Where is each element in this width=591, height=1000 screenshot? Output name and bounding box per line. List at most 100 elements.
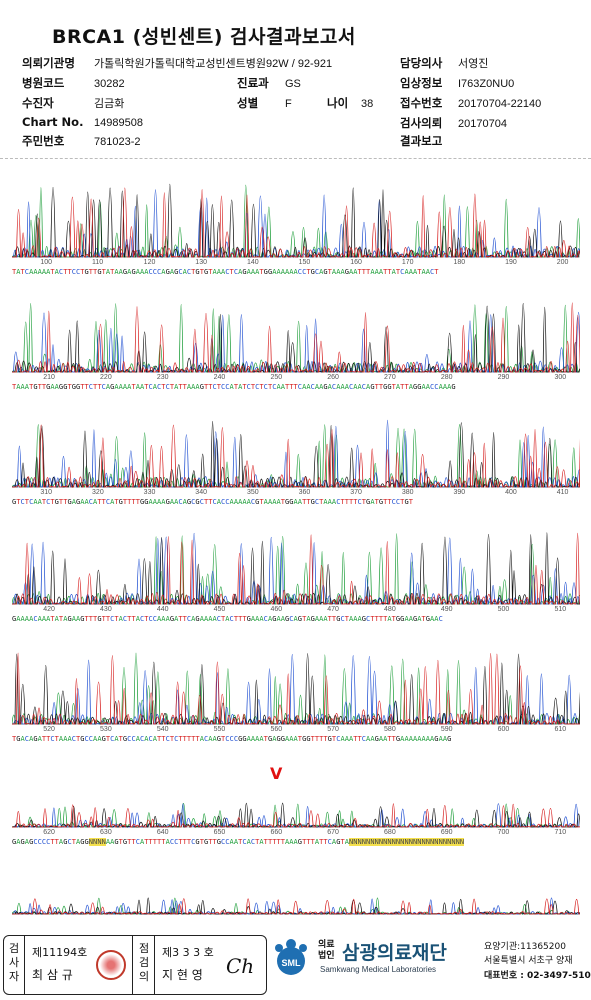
- request-row: 검사의뢰 20170704: [400, 115, 507, 131]
- position-tick: 430: [100, 606, 112, 613]
- trace-g: [12, 802, 580, 828]
- position-tick: 410: [556, 489, 569, 496]
- position-ticks: 310 320 330 340 350 360 370 380 390 400 410: [12, 489, 580, 498]
- trace-a: [12, 184, 580, 258]
- chart-row: Chart No. 14989508: [22, 115, 143, 129]
- position-tick: 170: [401, 259, 414, 266]
- trace-t: [12, 652, 580, 725]
- position-tick: 680: [384, 829, 396, 836]
- reviewer-no: 제3 3 3 호: [162, 946, 214, 959]
- variant-mark: V: [270, 764, 283, 783]
- hospital-code-label: 병원코드: [22, 76, 65, 90]
- institution-value: 가톨릭학원가톨릭대학교성빈센트병원92W / 92-921: [94, 58, 333, 70]
- position-tick: 540: [156, 726, 169, 733]
- position-tick: 330: [143, 489, 156, 496]
- position-tick: 700: [497, 829, 510, 836]
- position-tick: 230: [156, 374, 169, 381]
- reviewer-label: 점검의: [138, 942, 150, 983]
- chromatogram-panel: 100 110 120 130 140 150 160 170 180 190 200 TATCAAA…: [12, 165, 580, 280]
- base-sequence: GTCTCAATCTGTTGAGAACATTCATGTTTTGGAAAAGAAC…: [12, 498, 413, 506]
- clinical-label: 임상정보: [400, 76, 443, 90]
- receipt-value: 20170704-22140: [458, 98, 542, 110]
- position-tick: 180: [453, 259, 466, 266]
- position-tick: 530: [100, 726, 112, 733]
- position-tick: 110: [92, 259, 104, 266]
- position-tick: 510: [554, 606, 567, 613]
- base-sequence: TAAATGTTGAAGGTGGTTCTTCAGAAAATAATCACTCTAT…: [12, 383, 456, 391]
- trace-plot: [12, 652, 580, 725]
- tester-name: 최 삼 규: [32, 968, 73, 982]
- position-tick: 470: [327, 606, 339, 613]
- sml-logo-icon: SML: [275, 939, 307, 975]
- position-tick: 420: [43, 606, 55, 613]
- org-name: 삼광의료재단: [342, 942, 447, 964]
- base-sequence: GAGAGCCCCTTAGCTAGGNNNNAAGTGTTCATTTTTACCT…: [12, 838, 465, 846]
- tester-no: 제11194호: [32, 946, 88, 959]
- trace-t: [12, 532, 580, 605]
- institution-row: 의뢰기관명 가톨릭학원가톨릭대학교성빈센트병원92W / 92-921: [22, 55, 332, 71]
- clinical-row: 임상정보 I763Z0NU0: [400, 75, 514, 91]
- trace-g: [12, 183, 580, 258]
- request-value: 20170704: [458, 118, 507, 130]
- position-tick: 690: [440, 829, 453, 836]
- reviewer-name: 지 현 영: [162, 968, 203, 982]
- signature-box: 검사자 제11194호 최 삼 규 점검의 제3 3 3 호 지 현 영 Ch: [3, 935, 267, 995]
- position-tick: 490: [440, 606, 453, 613]
- clinical-value: I763Z0NU0: [458, 78, 515, 90]
- position-tick: 390: [453, 489, 466, 496]
- divider: [24, 936, 25, 994]
- rrn-row: 주민번호 781023-2: [22, 133, 141, 149]
- chart-value: 14989508: [94, 117, 143, 129]
- logo-text: SML: [282, 958, 302, 968]
- position-tick: 480: [384, 606, 396, 613]
- divider: [132, 936, 133, 994]
- base-sequence: TGACAGATTCTAAACTGCCAAGTCATGCCACACATTCTCT…: [12, 735, 452, 743]
- org-license: 요양기관:11365200: [484, 942, 566, 952]
- position-ticks: 520 530 540 550 560 570 580 590 600 610: [12, 726, 580, 735]
- position-tick: 600: [497, 726, 510, 733]
- position-tick: 150: [298, 259, 311, 266]
- rrn-label: 주민번호: [22, 134, 65, 148]
- department-label: 진료과: [237, 76, 269, 90]
- position-tick: 400: [505, 489, 517, 496]
- position-tick: 270: [384, 374, 396, 381]
- position-tick: 100: [40, 259, 53, 266]
- trace-t: [12, 424, 580, 488]
- position-tick: 340: [195, 489, 207, 496]
- base-sequence: TATCAAAAATACTTCCTGTTGTATAAGAGAAACCCAGAGC…: [12, 268, 439, 276]
- position-tick: 220: [100, 374, 112, 381]
- result-row: 결과보고: [400, 133, 458, 149]
- position-tick: 560: [270, 726, 283, 733]
- org-english-name: Samkwang Medical Laboratories: [320, 965, 437, 974]
- divider: [154, 936, 155, 994]
- chromatogram-panel: [12, 855, 580, 920]
- chromatogram-panel: 420 430 440 450 460 470 480 490 500 510 GAAAACAAAT…: [12, 515, 580, 627]
- sex-label: 성별: [237, 96, 259, 110]
- position-ticks: 210 220 230 240 250 260 270 280 290 300: [12, 374, 580, 383]
- signature: Ch: [226, 954, 255, 978]
- position-tick: 620: [43, 829, 55, 836]
- position-tick: 580: [384, 726, 396, 733]
- position-tick: 500: [497, 606, 510, 613]
- trace-plot: [12, 302, 580, 373]
- patient-label: 수진자: [22, 96, 54, 110]
- age-row: 나이 38: [327, 95, 373, 111]
- position-tick: 130: [195, 259, 207, 266]
- chromatogram-panel: 520 530 540 550 560 570 580 590 600 610 TGACAGATTC…: [12, 635, 580, 747]
- trace-plot: [12, 419, 580, 488]
- hospital-code-value: 30282: [94, 78, 125, 90]
- tester-label: 검사자: [8, 942, 20, 983]
- chromatogram-panel: 620 630 640 650 660 670 680 690 700 710 GAGAGCCCCT…: [12, 752, 580, 850]
- receipt-row: 접수번호 20170704-22140: [400, 95, 541, 111]
- institution-label: 의뢰기관명: [22, 56, 75, 70]
- rrn-value: 781023-2: [94, 136, 141, 148]
- sex-value: F: [285, 98, 292, 110]
- trace-g: [12, 653, 580, 725]
- position-tick: 190: [505, 259, 517, 266]
- trace-a: [12, 533, 580, 605]
- position-tick: 120: [143, 259, 156, 266]
- trace-t: [12, 187, 580, 258]
- header-divider: [0, 158, 591, 159]
- trace-g: [12, 303, 580, 373]
- trace-plot: [12, 897, 580, 915]
